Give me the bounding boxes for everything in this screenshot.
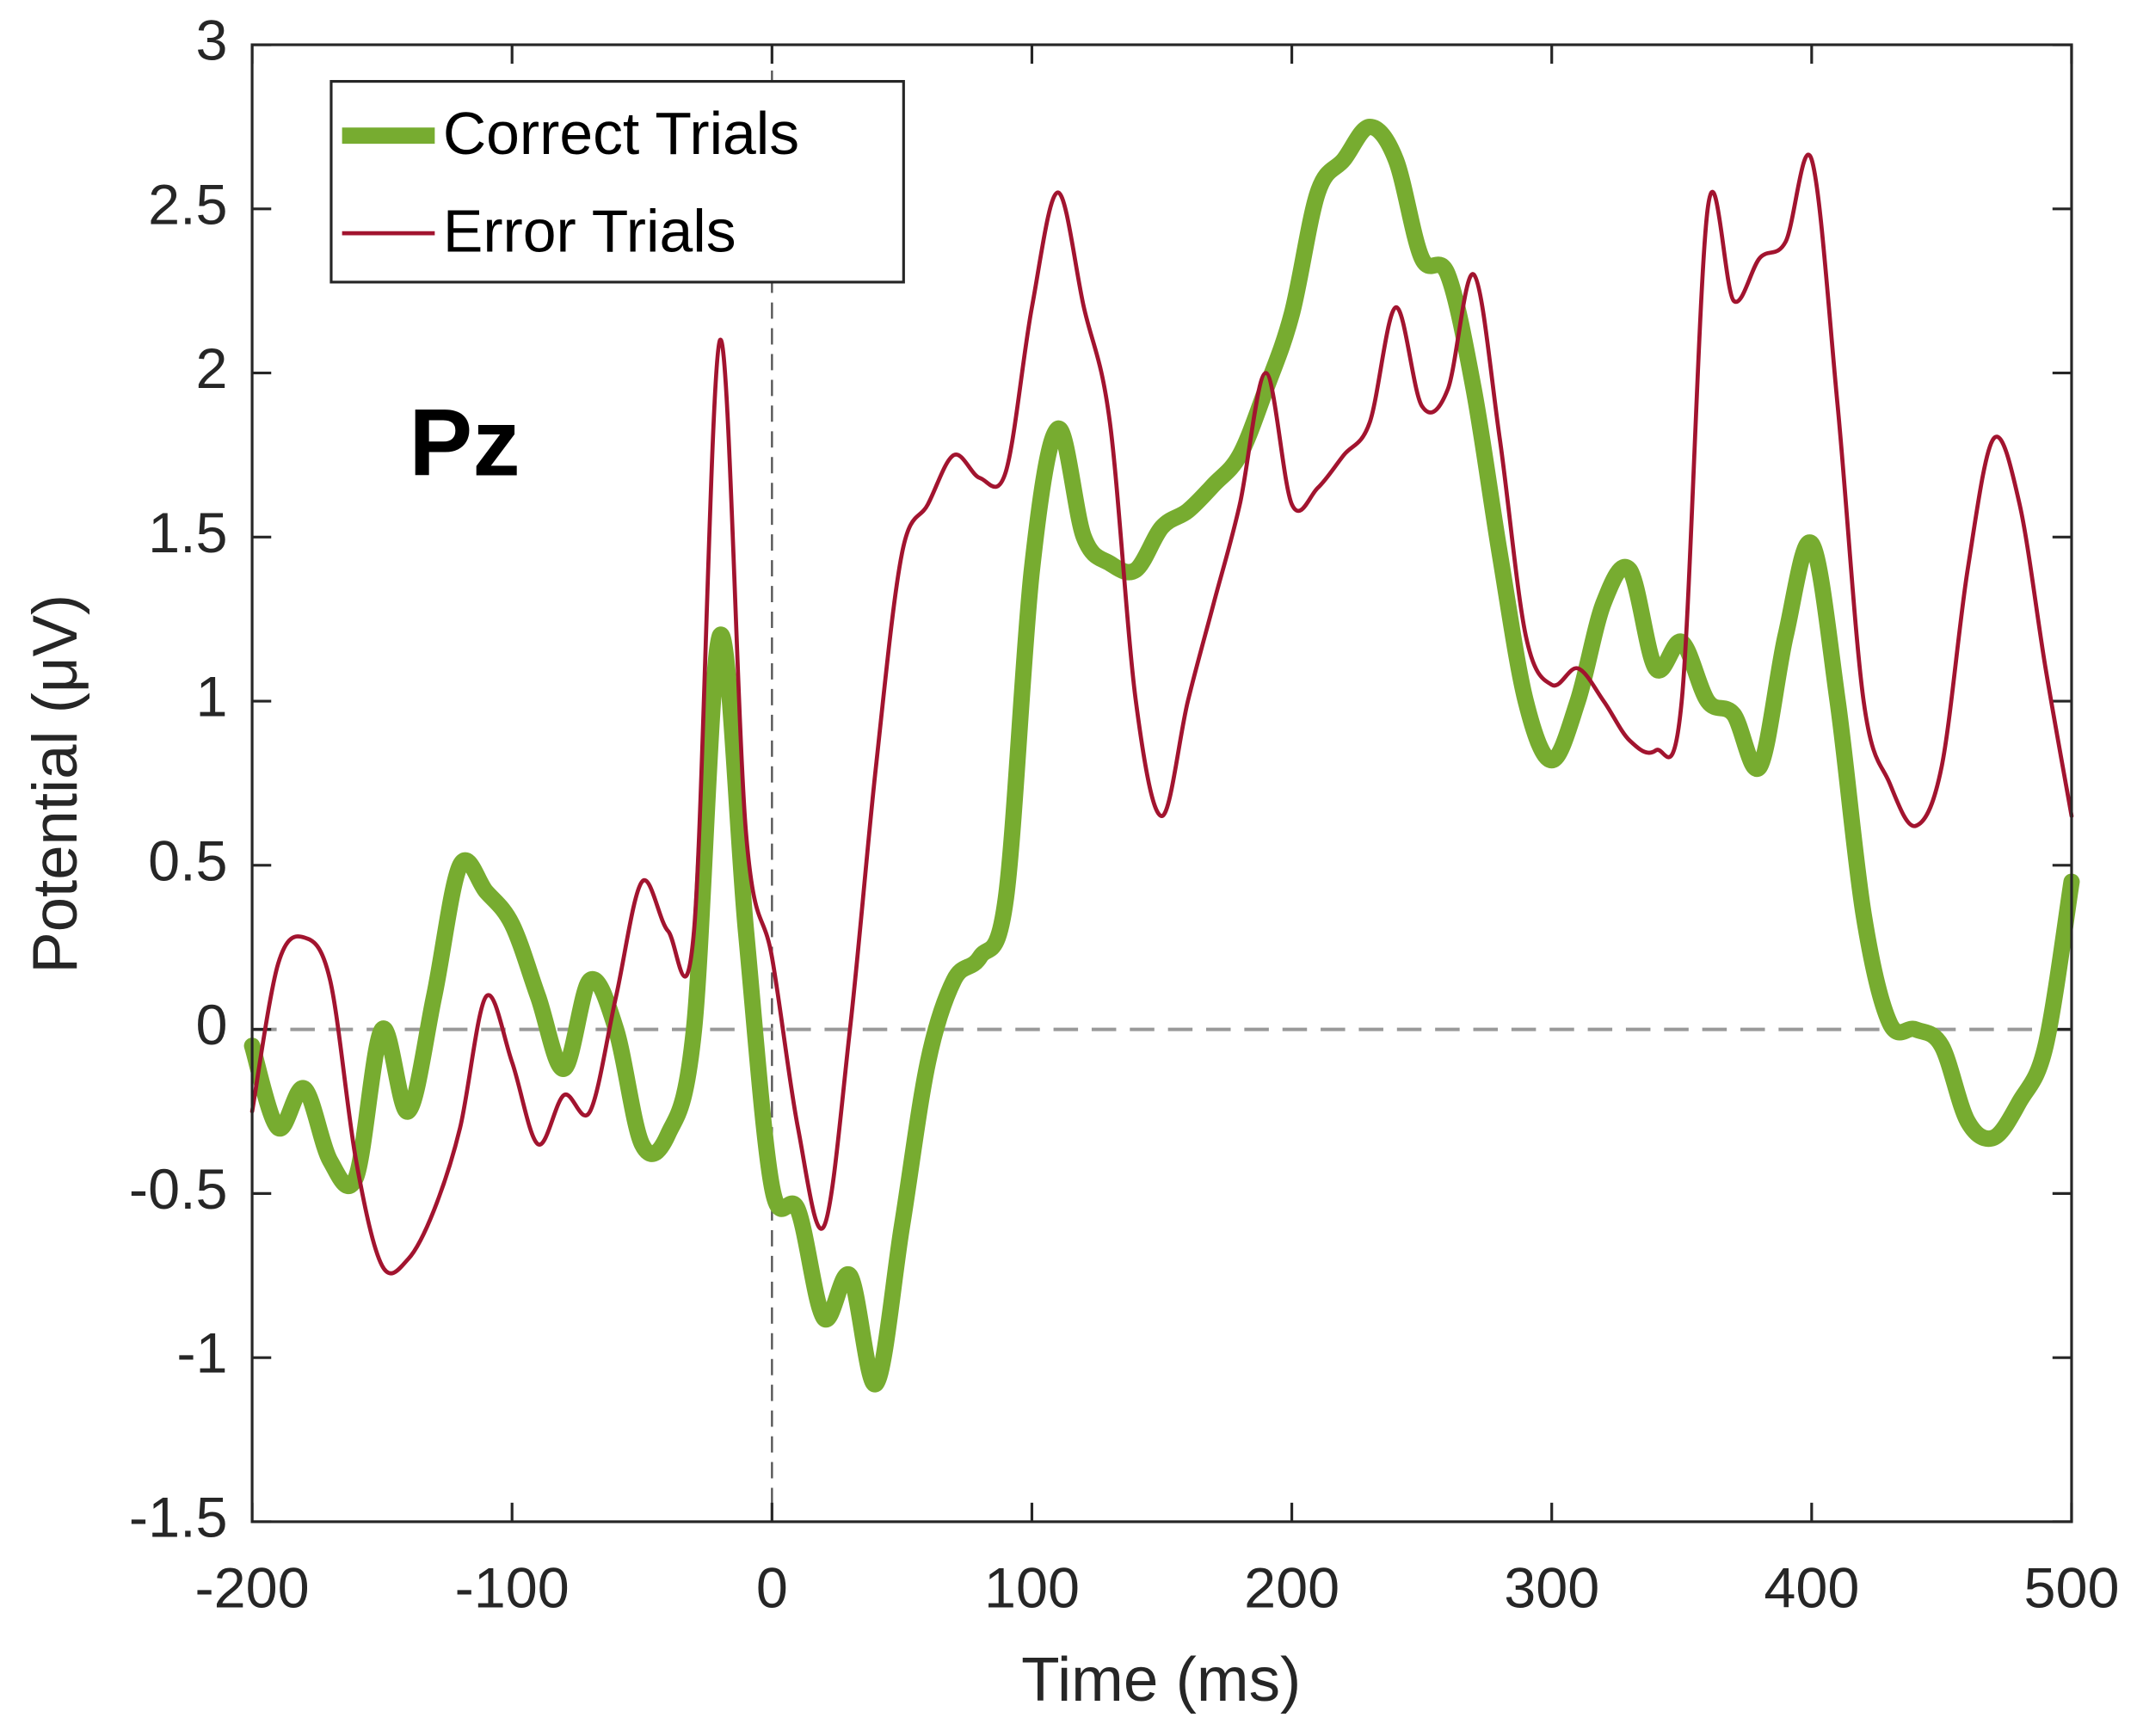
y-tick-label: -1.5 <box>129 1487 228 1550</box>
x-axis-label: Time (ms) <box>1021 1645 1301 1714</box>
x-tick-label: -100 <box>455 1557 570 1621</box>
y-tick-label: 0.5 <box>148 829 227 893</box>
y-tick-label: -0.5 <box>129 1158 228 1222</box>
x-tick-label: 200 <box>1244 1557 1339 1621</box>
x-tick-label: 400 <box>1764 1557 1859 1621</box>
series-line <box>243 118 2080 1393</box>
x-tick-label: -200 <box>194 1557 309 1621</box>
y-tick-label: 2.5 <box>148 173 227 237</box>
y-tick-label: 1 <box>196 666 228 729</box>
y-tick-label: 2 <box>196 337 228 401</box>
y-tick-label: 1.5 <box>148 502 227 565</box>
y-tick-label: 3 <box>196 9 228 73</box>
series-line <box>249 152 2074 1276</box>
y-axis-label: Potential (μV) <box>21 594 90 974</box>
legend-label: Correct Trials <box>443 100 799 167</box>
x-tick-label: 300 <box>1504 1557 1599 1621</box>
x-tick-label: 500 <box>2023 1557 2119 1621</box>
plot-frame <box>250 43 2073 1524</box>
x-tick-label: 0 <box>756 1557 788 1621</box>
legend-label: Error Trials <box>443 198 736 265</box>
annotation: Pz <box>409 391 520 496</box>
y-tick-label: -1 <box>176 1322 227 1386</box>
legend-box <box>329 80 905 284</box>
x-tick-label: 100 <box>984 1557 1080 1621</box>
y-tick-label: 0 <box>196 994 228 1057</box>
